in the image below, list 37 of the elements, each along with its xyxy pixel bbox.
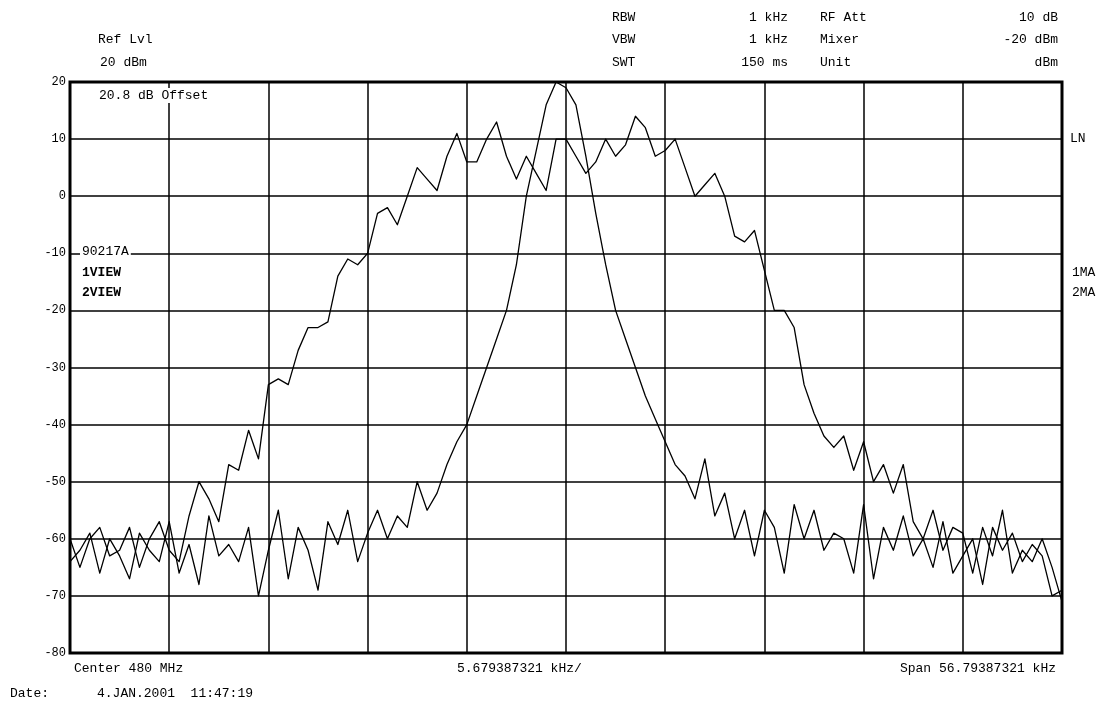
text: 1 kHz (748, 32, 788, 47)
text: 150 ms (741, 55, 788, 70)
text: Date: (10, 686, 50, 701)
text: SWT (612, 55, 636, 70)
y-tick-label: -10 (44, 246, 66, 261)
text: 20 dBm (100, 55, 148, 70)
y-tick-label: -70 (44, 588, 66, 603)
text: 5.679387321 kHz/ (457, 661, 583, 676)
y-tick-label: 10 (51, 132, 66, 147)
y-tick-label: 0 (58, 189, 66, 204)
y-tick-label: -30 (44, 360, 66, 375)
text: 1MA (1072, 265, 1096, 280)
annotation: 2VIEW (82, 285, 122, 300)
text: 1 kHz (748, 10, 788, 25)
text: -20 dBm (1003, 32, 1059, 47)
y-tick-label: -40 (44, 417, 66, 432)
y-tick-label: -20 (44, 303, 66, 318)
annotation: 1VIEW (82, 265, 122, 280)
annotation: 20.8 dB Offset (99, 88, 209, 103)
text: Center 480 MHz (74, 661, 184, 676)
text: 4.JAN.2001 11:47:19 (97, 686, 254, 701)
text: RF Att (820, 10, 867, 25)
text: LN (1070, 131, 1086, 146)
text: 2MA (1072, 285, 1096, 300)
y-tick-label: -50 (44, 474, 66, 489)
annotation: 90217A (82, 244, 130, 259)
text: dBm (1034, 55, 1059, 70)
y-tick-label: -80 (44, 646, 66, 660)
text: Mixer (820, 32, 860, 47)
text: Unit (820, 55, 852, 70)
text: RBW (612, 10, 636, 25)
y-tick-label: -60 (44, 531, 66, 546)
text: VBW (612, 32, 636, 47)
text: Span 56.79387321 kHz (899, 661, 1056, 676)
text: Ref Lvl (98, 32, 153, 47)
text: 10 dB (1018, 10, 1059, 25)
y-tick-label: 20 (51, 75, 66, 89)
